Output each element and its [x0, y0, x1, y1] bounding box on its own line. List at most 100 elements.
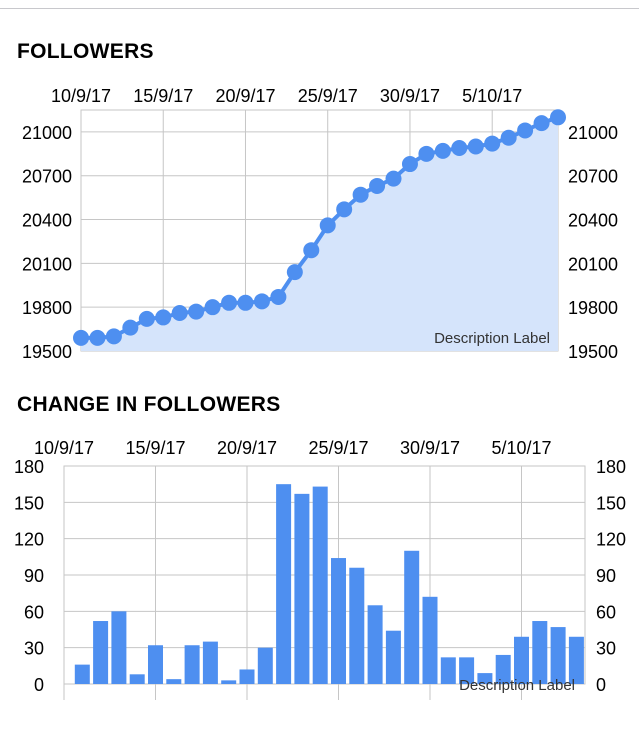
data-point: [550, 109, 566, 126]
bar: [239, 669, 255, 684]
bar: [93, 621, 109, 684]
bar: [367, 605, 383, 684]
y-tick-label-left: 120: [14, 530, 44, 550]
bar: [166, 679, 182, 684]
data-point: [517, 122, 534, 139]
bar: [129, 674, 145, 684]
bar: [514, 636, 529, 684]
x-tick-label: 20/9/17: [217, 438, 277, 458]
y-tick-label-right: 20100: [568, 254, 618, 274]
bar: [294, 493, 310, 684]
x-tick-label: 5/10/17: [462, 86, 522, 106]
bar: [148, 645, 163, 684]
data-point: [89, 329, 106, 346]
x-tick-label: 25/9/17: [298, 86, 358, 106]
y-tick-label-left: 21000: [22, 123, 72, 143]
data-point: [138, 310, 155, 327]
description-label: Description Label: [434, 330, 550, 347]
y-tick-label-right: 20700: [568, 167, 618, 187]
data-point: [336, 201, 353, 218]
data-point: [434, 142, 451, 159]
data-point: [385, 170, 402, 187]
followers-title: FOLLOWERS: [17, 40, 154, 63]
x-tick-label: 5/10/17: [491, 438, 551, 458]
bar: [459, 657, 475, 684]
y-tick-label-left: 90: [24, 566, 44, 586]
y-tick-label-right: 30: [596, 639, 616, 659]
description-label: Description Label: [459, 677, 575, 694]
data-point: [155, 309, 172, 326]
y-tick-label-left: 60: [24, 602, 44, 622]
y-tick-label-left: 19500: [22, 342, 72, 362]
y-tick-label-right: 150: [596, 493, 626, 513]
bar: [257, 647, 273, 684]
bar: [349, 567, 365, 684]
bar: [550, 627, 566, 684]
data-point: [73, 329, 89, 346]
x-tick-label: 15/9/17: [133, 86, 193, 106]
y-tick-label-right: 0: [596, 675, 606, 695]
bar: [404, 550, 420, 684]
bar: [532, 621, 548, 684]
x-tick-label: 30/9/17: [400, 438, 460, 458]
bar: [331, 558, 346, 684]
data-point: [188, 303, 205, 320]
y-tick-label-right: 19800: [568, 298, 618, 318]
x-tick-label: 25/9/17: [308, 438, 368, 458]
bar: [74, 664, 90, 684]
data-point: [286, 264, 303, 281]
x-tick-label: 10/9/17: [51, 86, 111, 106]
data-point: [500, 129, 517, 146]
bar: [385, 630, 401, 684]
data-point: [418, 145, 435, 162]
data-point: [369, 177, 386, 194]
data-point: [237, 294, 254, 311]
bar: [477, 673, 493, 684]
data-point: [303, 242, 320, 259]
bar: [276, 484, 292, 684]
bar: [184, 645, 200, 684]
y-tick-label-left: 20700: [22, 167, 72, 187]
data-point: [352, 186, 369, 203]
data-point: [270, 288, 287, 305]
data-point: [105, 328, 122, 345]
y-tick-label-left: 0: [34, 675, 44, 695]
bar: [568, 636, 584, 684]
bar: [495, 654, 511, 684]
data-point: [451, 139, 468, 156]
top-divider: [0, 8, 639, 9]
y-tick-label-left: 20400: [22, 211, 72, 231]
y-tick-label-left: 19800: [22, 298, 72, 318]
bar: [202, 641, 218, 684]
x-tick-label: 15/9/17: [125, 438, 185, 458]
bar: [422, 596, 438, 684]
y-tick-label-right: 60: [596, 602, 616, 622]
area-fill: [81, 117, 558, 351]
x-tick-label: 20/9/17: [215, 86, 275, 106]
y-tick-label-right: 180: [596, 457, 626, 477]
followers-chart: 19500 19500 19800 19800 20100 20100 20400 20400…: [22, 86, 618, 362]
change-in-followers-title: CHANGE IN FOLLOWERS: [17, 393, 281, 416]
data-point: [171, 305, 188, 322]
y-tick-label-right: 19500: [568, 342, 618, 362]
data-point: [401, 156, 418, 173]
data-point: [221, 294, 238, 311]
y-tick-label-left: 20100: [22, 254, 72, 274]
y-tick-label-right: 21000: [568, 123, 618, 143]
bar: [312, 486, 328, 684]
y-tick-label-right: 120: [596, 530, 626, 550]
data-point: [122, 319, 139, 336]
data-point: [533, 115, 550, 132]
bar: [221, 680, 237, 684]
y-tick-label-right: 20400: [568, 211, 618, 231]
x-tick-label: 30/9/17: [380, 86, 440, 106]
data-point: [484, 135, 501, 152]
bar: [440, 657, 456, 684]
y-tick-label-left: 30: [24, 639, 44, 659]
y-tick-label-left: 150: [14, 493, 44, 513]
data-point: [467, 138, 484, 155]
data-point: [204, 299, 221, 316]
y-tick-label-right: 90: [596, 566, 616, 586]
bar: [111, 611, 127, 684]
